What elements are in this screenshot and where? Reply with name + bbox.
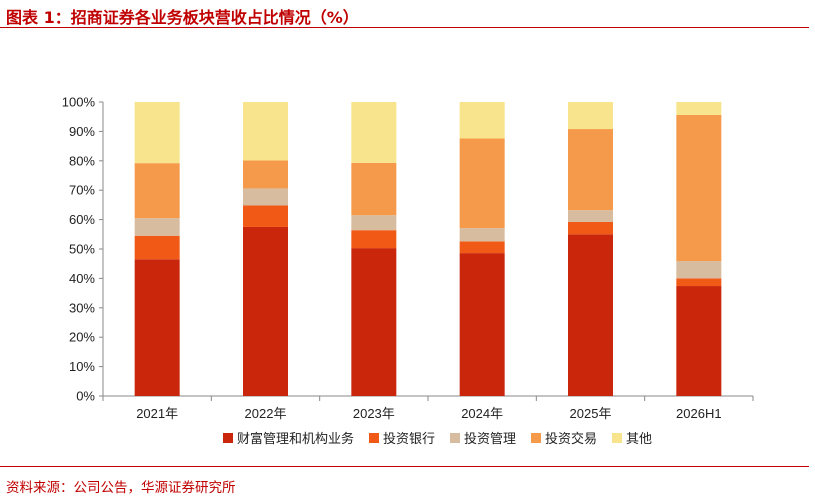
bar-segment bbox=[243, 188, 288, 206]
bar-segment bbox=[351, 162, 397, 216]
y-tick-label: 10% bbox=[69, 359, 95, 374]
bar-stack bbox=[568, 102, 613, 396]
x-tick-label: 2024年 bbox=[461, 406, 503, 421]
bar-segment bbox=[676, 114, 722, 262]
y-tick-label: 80% bbox=[69, 153, 95, 168]
legend-swatch bbox=[369, 433, 379, 443]
legend-label: 财富管理和机构业务 bbox=[237, 431, 354, 446]
bar-segment bbox=[351, 230, 397, 249]
bar-segment bbox=[351, 248, 397, 396]
y-tick-label: 70% bbox=[69, 183, 95, 198]
chart-title: 图表 1：招商证券各业务板块营收占比情况（%） bbox=[6, 8, 359, 27]
bar-segment bbox=[134, 235, 180, 260]
x-tick-label: 2025年 bbox=[570, 406, 612, 421]
y-tick-label: 30% bbox=[69, 300, 95, 315]
bottom-divider bbox=[0, 466, 809, 467]
bar-segment bbox=[351, 102, 397, 163]
top-divider bbox=[0, 27, 809, 28]
bar-segment bbox=[351, 215, 397, 231]
y-tick-label: 90% bbox=[69, 124, 95, 139]
bar-segment bbox=[459, 228, 505, 242]
bar-segment bbox=[676, 261, 722, 279]
y-axis: 0% 10% 20% 30% 40% 50% 60% 70% 80% 90% 100% bbox=[62, 95, 104, 404]
bar-segment bbox=[459, 138, 505, 229]
bar-segment bbox=[676, 102, 722, 115]
x-tick-label: 2022年 bbox=[245, 406, 287, 421]
bar-segment bbox=[568, 210, 613, 222]
bar-segment bbox=[134, 218, 180, 236]
bar-stack bbox=[351, 102, 397, 396]
legend: 财富管理和机构业务 投资银行 投资管理 投资交易 其他 bbox=[223, 431, 652, 446]
bar-stack bbox=[243, 102, 288, 396]
bar-segment bbox=[134, 259, 180, 396]
bar-segment bbox=[134, 163, 180, 219]
legend-item: 投资交易 bbox=[531, 431, 597, 446]
x-tick-label: 2023年 bbox=[353, 406, 395, 421]
bars bbox=[134, 102, 722, 396]
legend-swatch bbox=[450, 433, 460, 443]
bar-segment bbox=[459, 253, 505, 396]
bar-segment bbox=[568, 129, 613, 211]
x-axis: 2021年 2022年 2023年 2024年 2025年 2026H1 bbox=[102, 395, 754, 421]
bar-segment bbox=[568, 221, 613, 235]
legend-label: 投资交易 bbox=[545, 431, 597, 446]
legend-item: 财富管理和机构业务 bbox=[223, 431, 354, 446]
legend-label: 投资银行 bbox=[383, 431, 435, 446]
bar-segment bbox=[243, 226, 288, 396]
bar-segment bbox=[243, 102, 288, 161]
bar-stack bbox=[459, 102, 505, 396]
bar-segment bbox=[568, 102, 613, 130]
y-tick-label: 40% bbox=[69, 271, 95, 286]
x-tick-label: 2026H1 bbox=[676, 406, 722, 421]
legend-item: 投资银行 bbox=[369, 431, 435, 446]
legend-item: 投资管理 bbox=[450, 431, 516, 446]
bar-stack bbox=[676, 102, 722, 396]
x-tick-label: 2021年 bbox=[136, 406, 178, 421]
y-tick-label: 0% bbox=[76, 389, 95, 404]
y-tick-label: 60% bbox=[69, 212, 95, 227]
bar-segment bbox=[134, 102, 180, 164]
bar-segment bbox=[243, 160, 288, 189]
legend-swatch bbox=[531, 433, 541, 443]
bar-segment bbox=[568, 234, 613, 396]
bar-segment bbox=[676, 278, 722, 287]
y-tick-label: 100% bbox=[62, 95, 96, 110]
y-tick-label: 20% bbox=[69, 330, 95, 345]
legend-swatch bbox=[223, 433, 233, 443]
bar-segment bbox=[676, 286, 722, 396]
source-note: 资料来源：公司公告，华源证券研究所 bbox=[6, 480, 236, 496]
bar-segment bbox=[459, 102, 505, 139]
legend-label: 投资管理 bbox=[464, 431, 516, 446]
bar-stack bbox=[134, 102, 180, 396]
legend-item: 其他 bbox=[612, 431, 652, 446]
legend-swatch bbox=[612, 433, 622, 443]
bar-segment bbox=[459, 241, 505, 254]
legend-label: 其他 bbox=[626, 431, 652, 446]
bar-segment bbox=[243, 205, 288, 227]
y-tick-label: 50% bbox=[69, 242, 95, 257]
